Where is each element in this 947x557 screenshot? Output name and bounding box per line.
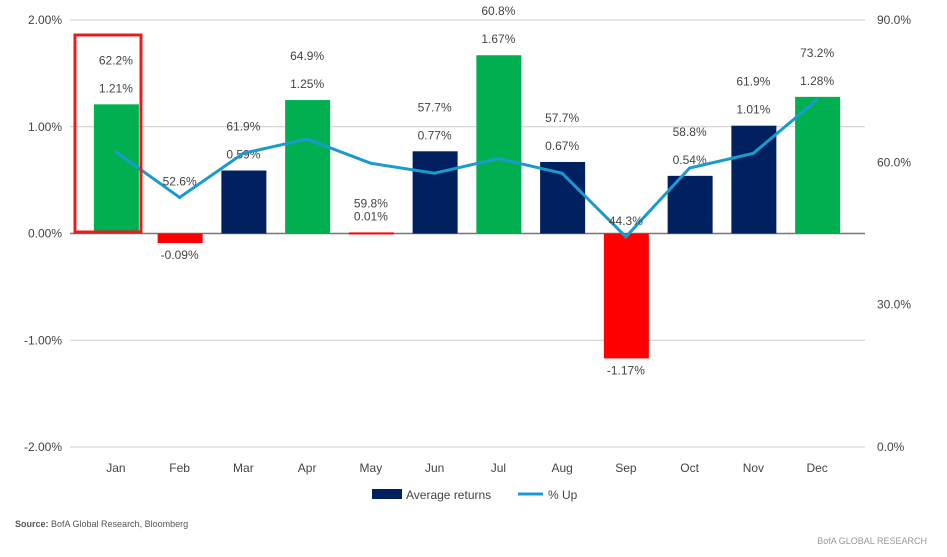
line-point	[241, 151, 245, 155]
bar-value-label: 1.25%	[290, 77, 324, 91]
bar-apr	[285, 100, 331, 234]
x-tick-label: Mar	[233, 461, 254, 475]
bar-feb	[157, 233, 203, 244]
line-value-label: 60.8%	[481, 4, 515, 18]
bar-value-label: -1.17%	[607, 363, 645, 377]
x-tick-label: Aug	[551, 461, 572, 475]
bar-value-label: 1.21%	[99, 81, 133, 95]
line-value-label: 64.9%	[290, 49, 324, 63]
bar-mar	[221, 170, 267, 234]
x-tick-label: Apr	[298, 461, 317, 475]
bar-value-label: 0.01%	[354, 209, 388, 223]
bar-value-label: 0.77%	[418, 128, 452, 142]
line-value-label: 61.9%	[736, 75, 770, 89]
bar-value-label: 1.67%	[481, 32, 515, 46]
line-point	[369, 161, 373, 165]
x-tick-label: Nov	[743, 461, 764, 475]
bar-sep	[603, 233, 649, 359]
source-note: Source: BofA Global Research, Bloomberg	[15, 519, 188, 529]
line-pct-up	[115, 98, 819, 239]
legend-swatch-average-returns	[372, 489, 402, 499]
left-tick-label: -1.00%	[24, 333, 62, 347]
line-point	[560, 171, 564, 175]
line-value-label: 58.8%	[673, 125, 707, 139]
left-tick-label: 1.00%	[28, 120, 62, 134]
right-tick-label: 60.0%	[877, 155, 911, 169]
right-tick-label: 0.0%	[877, 440, 905, 454]
right-tick-label: 90.0%	[877, 13, 911, 27]
x-tick-label: Oct	[680, 461, 699, 475]
x-tick-label: May	[360, 461, 383, 475]
line-value-label: 52.6%	[163, 174, 197, 188]
line-point	[688, 166, 692, 170]
line-point	[305, 137, 309, 141]
x-tick-label: Jan	[106, 461, 125, 475]
line-point	[815, 98, 819, 102]
right-tick-label: 30.0%	[877, 298, 911, 312]
line-point	[496, 157, 500, 161]
bar-value-label: 1.01%	[736, 103, 770, 117]
left-tick-label: 2.00%	[28, 13, 62, 27]
bar-jun	[412, 151, 458, 234]
brand-text: BofA GLOBAL RESEARCH	[817, 536, 927, 546]
line-value-label: 44.3%	[609, 214, 643, 228]
bar-value-label: 0.54%	[673, 153, 707, 167]
line-value-label: 57.7%	[418, 100, 452, 114]
bar-may	[348, 232, 394, 235]
x-tick-label: Sep	[615, 461, 637, 475]
x-tick-label: Jul	[491, 461, 506, 475]
line-value-label: 57.7%	[545, 111, 579, 125]
bar-value-label: 1.28%	[800, 74, 834, 88]
line-point	[178, 195, 182, 199]
line-point	[433, 171, 437, 175]
bar-nov	[731, 125, 777, 234]
bar-value-label: -0.09%	[161, 248, 199, 262]
line-value-label: 61.9%	[226, 120, 260, 134]
bar-dec	[795, 96, 841, 234]
x-tick-label: Jun	[425, 461, 444, 475]
x-tick-label: Dec	[806, 461, 827, 475]
bar-value-label: 0.67%	[545, 139, 579, 153]
bar-jul	[476, 55, 522, 234]
line-point	[624, 235, 628, 239]
x-tick-label: Feb	[169, 461, 190, 475]
legend-label-pct-up: % Up	[548, 488, 578, 502]
source-text: BofA Global Research, Bloomberg	[48, 519, 189, 529]
line-value-label: 59.8%	[354, 196, 388, 210]
line-point	[114, 150, 118, 154]
bar-jan	[93, 104, 139, 234]
left-tick-label: 0.00%	[28, 227, 62, 241]
line-value-label: 62.2%	[99, 53, 133, 67]
legend-label-average-returns: Average returns	[406, 488, 491, 502]
highlight-box-jan	[73, 33, 143, 234]
line-value-label: 73.2%	[800, 46, 834, 60]
source-label: Source:	[15, 519, 49, 529]
line-point	[751, 151, 755, 155]
left-tick-label: -2.00%	[24, 440, 62, 454]
